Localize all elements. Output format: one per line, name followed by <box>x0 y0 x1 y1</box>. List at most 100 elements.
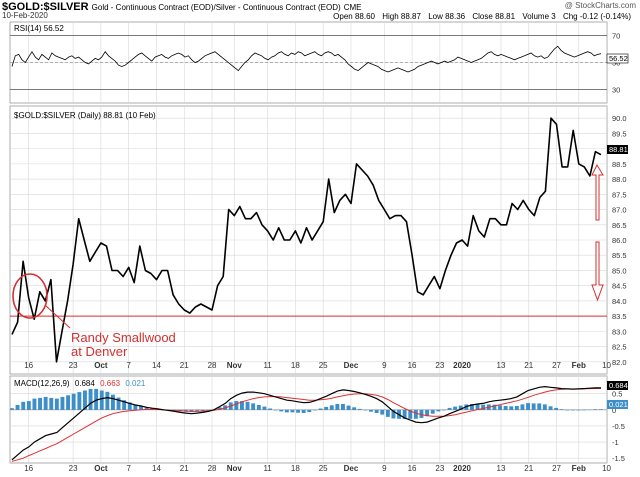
x-tick-label: Feb <box>572 464 586 473</box>
annotation-pointer <box>44 304 71 329</box>
macd-histogram-bar <box>498 405 502 410</box>
x-tick-label: 10 <box>602 361 611 370</box>
x-tick-label: 18 <box>291 464 300 473</box>
price-y-tick-label: 86.5 <box>612 221 627 230</box>
macd-histogram-bar <box>430 409 435 414</box>
macd-histogram-bar <box>105 391 110 410</box>
chg-value: -0.12 (-0.14%) <box>579 12 631 21</box>
svg-text:88.81: 88.81 <box>609 145 628 154</box>
macd-histogram-bar <box>290 409 295 413</box>
high-label: High <box>382 12 399 21</box>
macd-histogram-bar <box>133 404 138 410</box>
macd-histogram-bar <box>273 409 278 411</box>
macd-y-tick-label: -1.5 <box>612 454 625 463</box>
open-label: Open <box>333 12 353 21</box>
macd-histogram-bar <box>599 409 603 410</box>
macd-histogram-bar <box>582 409 587 411</box>
x-tick-label: 16 <box>408 464 417 473</box>
macd-histogram-bar <box>542 404 547 410</box>
x-tick-label: 23 <box>69 464 78 473</box>
svg-text:0.021: 0.021 <box>609 400 628 409</box>
macd-histogram-bar <box>481 404 486 410</box>
annotation-label-line1: Randy Smallwood <box>71 330 176 345</box>
x-tick-label: 27 <box>552 361 561 370</box>
macd-histogram-bar <box>256 405 261 410</box>
macd-y-tick-label: -0.5 <box>612 422 625 431</box>
macd-y-tick-label: -1 <box>612 438 619 447</box>
macd-histogram-bar <box>54 398 59 410</box>
down-arrow-icon <box>591 241 604 302</box>
x-tick-label: 13 <box>497 361 506 370</box>
x-tick-label: Nov <box>227 361 243 370</box>
macd-histogram-bar <box>234 401 239 410</box>
macd-histogram-bar <box>391 409 396 419</box>
svg-text:56.52: 56.52 <box>609 54 628 63</box>
macd-legend: MACD(12,26,9) 0.684 0.663 0.021 <box>14 379 146 388</box>
macd-signal-line <box>11 388 601 462</box>
macd-histogram-bar <box>329 405 334 410</box>
symbol: $GOLD:$SILVER <box>2 1 89 13</box>
x-tick-label: Feb <box>572 361 586 370</box>
macd-histogram-bar <box>425 409 429 417</box>
macd-histogram-bar <box>262 406 267 410</box>
macd-histogram-bar <box>571 409 575 411</box>
macd-histogram-bar <box>470 404 474 410</box>
up-arrow-icon <box>591 163 604 221</box>
macd-legend-macd: 0.684 <box>75 379 96 388</box>
macd-histogram-bar <box>144 407 149 410</box>
annotation-label-line2: at Denver <box>71 344 128 359</box>
macd-histogram-bar <box>240 401 244 410</box>
macd-histogram-bar <box>413 409 418 419</box>
price-last-badge: 88.81 <box>607 145 628 154</box>
macd-histogram-bar <box>217 407 222 410</box>
macd-histogram-bar <box>88 388 93 410</box>
macd-histogram-bar <box>195 409 200 412</box>
high-value: 88.87 <box>400 12 421 21</box>
macd-histogram-bar <box>514 406 519 410</box>
macd-histogram-bar <box>565 409 570 411</box>
macd-histogram-bar <box>200 409 205 412</box>
macd-histogram-bar <box>206 409 211 411</box>
exchange: CME <box>343 3 362 12</box>
price-y-tick-label: 89.5 <box>612 129 627 138</box>
x-tick-label: 21 <box>180 361 189 370</box>
macd-histogram-bar <box>38 397 42 410</box>
macd-panel-frame <box>9 375 608 464</box>
macd-histogram-bar <box>83 390 87 410</box>
macd-legend-prefix: MACD(12,26,9) <box>14 379 70 388</box>
x-tick-label: Oct <box>94 464 108 473</box>
close-label: Close <box>472 12 493 21</box>
svg-text:0.684: 0.684 <box>609 381 628 390</box>
price-y-tick-label: 87.5 <box>612 190 627 199</box>
macd-histogram-bar <box>436 409 441 412</box>
open-value: 88.60 <box>354 12 375 21</box>
macd-histogram-bar <box>49 397 54 410</box>
price-legend: $GOLD:$SILVER (Daily) 88.81 (10 Feb) <box>14 111 156 120</box>
volume-label: Volume <box>522 12 550 21</box>
x-tick-label: 28 <box>208 464 217 473</box>
x-tick-label: 9 <box>382 361 387 370</box>
macd-histogram-bar <box>548 406 553 410</box>
rsi-last-badge: 56.52 <box>606 53 629 64</box>
macd-last-badge: 0.684 <box>607 381 628 390</box>
macd-legend-signal: 0.663 <box>100 379 121 388</box>
macd-legend-hist: 0.021 <box>125 379 146 388</box>
x-tick-label: 10 <box>602 464 611 473</box>
macd-histogram-bar <box>363 409 368 411</box>
macd-histogram-bar <box>374 409 379 413</box>
x-tick-label: 16 <box>24 464 33 473</box>
x-tick-label: 7 <box>126 361 131 370</box>
price-y-tick-label: 82.5 <box>612 343 627 352</box>
x-tick-label: 16 <box>408 361 417 370</box>
macd-histogram-bar <box>60 396 65 410</box>
chart-date: 10-Feb-2020 <box>2 11 48 20</box>
annotation-circle <box>12 273 48 319</box>
macd-histogram-bar <box>442 409 446 411</box>
macd-histogram-bar <box>593 409 598 410</box>
macd-histogram-bar <box>296 409 300 413</box>
macd-line <box>11 385 602 461</box>
rsi-y-tick-label: 30 <box>612 86 620 95</box>
macd-histogram-bar <box>26 401 31 410</box>
x-tick-label: 11 <box>263 361 272 370</box>
x-tick-label: 7 <box>126 464 131 473</box>
